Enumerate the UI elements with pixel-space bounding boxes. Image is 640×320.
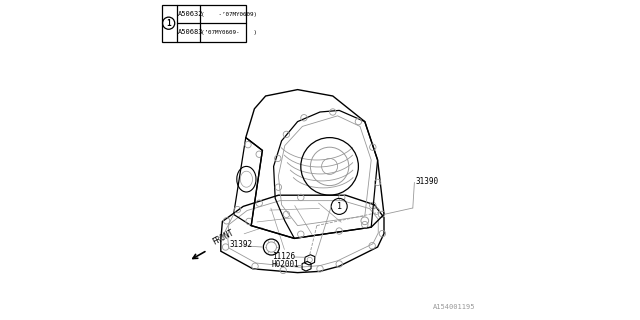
Text: 31392: 31392 bbox=[230, 240, 253, 249]
Text: 1: 1 bbox=[166, 19, 171, 28]
Text: A50632: A50632 bbox=[178, 11, 204, 17]
Text: FRONT: FRONT bbox=[211, 228, 236, 246]
Text: 31390: 31390 bbox=[416, 177, 439, 186]
Text: 1: 1 bbox=[337, 202, 342, 211]
Text: (    -’07MY0609): ( -’07MY0609) bbox=[201, 12, 257, 17]
Text: 11126: 11126 bbox=[272, 252, 295, 261]
Text: A154001195: A154001195 bbox=[433, 304, 475, 310]
Text: A50683: A50683 bbox=[178, 29, 204, 36]
Text: (’07MY0609-    ): (’07MY0609- ) bbox=[201, 30, 257, 35]
Text: H02001: H02001 bbox=[272, 260, 300, 269]
